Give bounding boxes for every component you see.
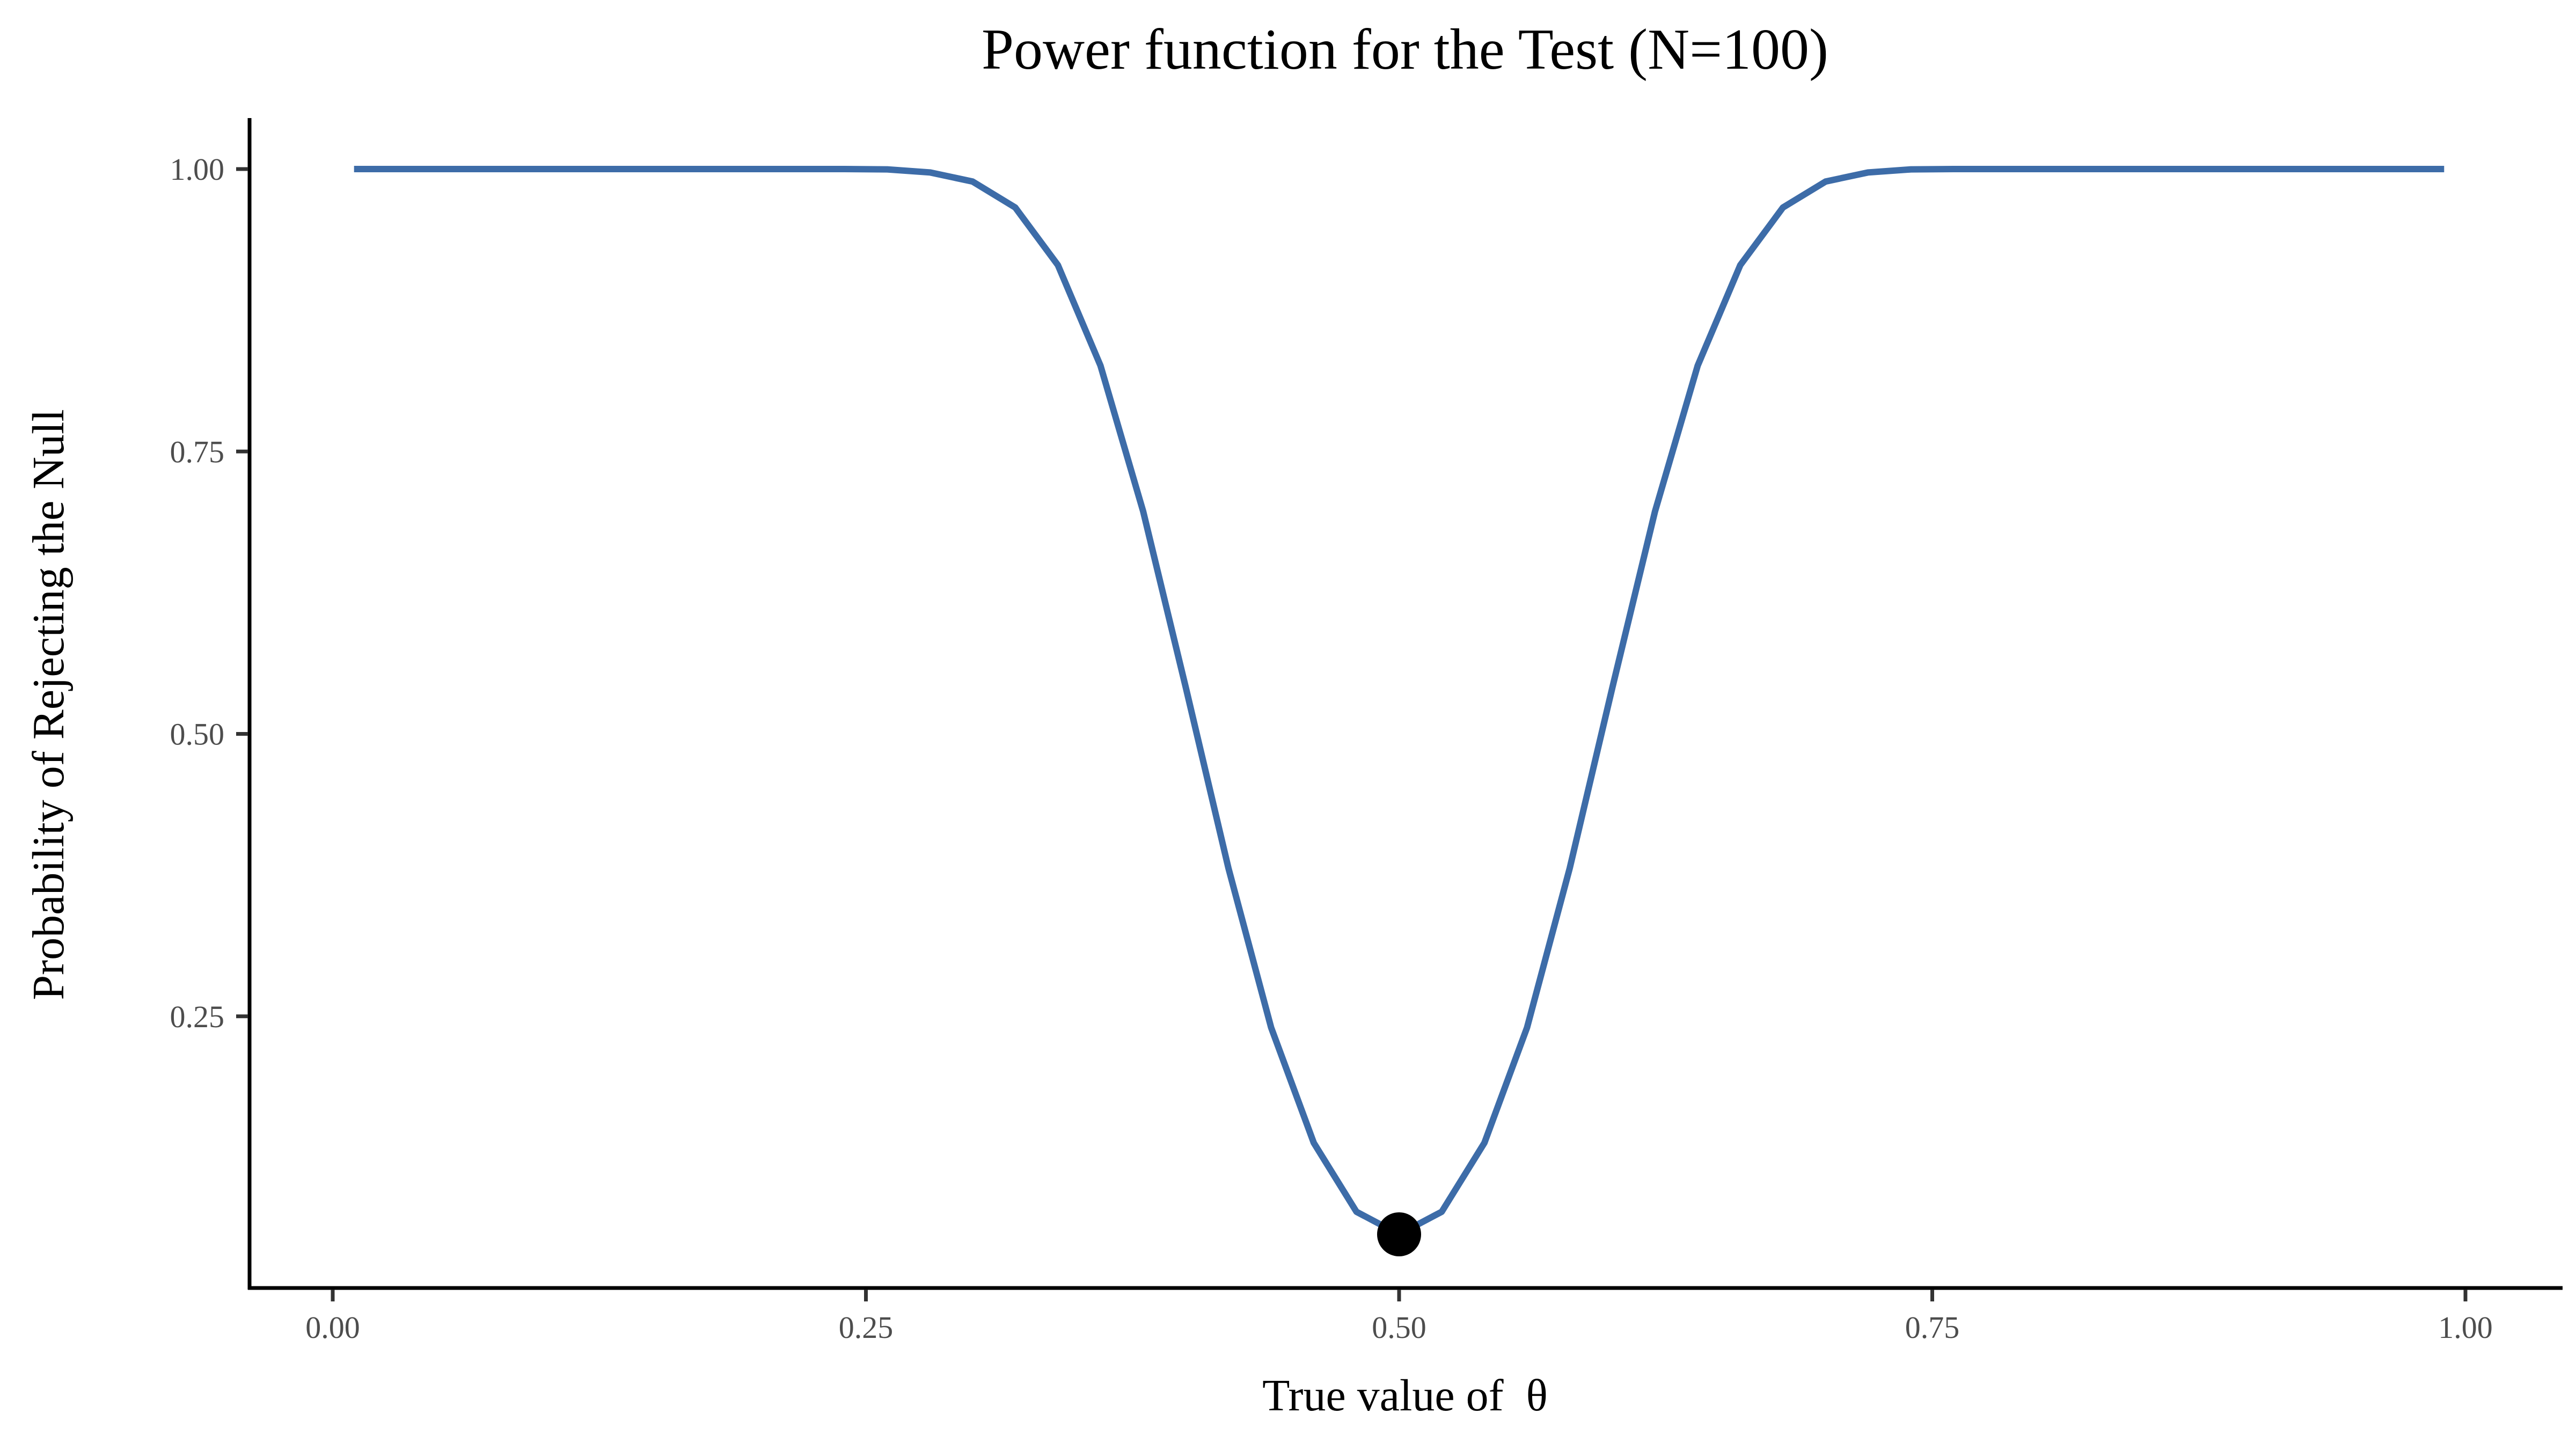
- x-tick-label: 0.75: [1905, 1310, 1960, 1345]
- y-axis-title: Probability of Rejecting the Null: [24, 409, 74, 1000]
- y-tick-label: 0.75: [170, 434, 225, 469]
- y-tick-label: 0.50: [170, 717, 225, 752]
- x-tick-label: 1.00: [2438, 1310, 2493, 1345]
- x-axis-title: True value of θ: [1262, 1371, 1548, 1421]
- null-value-point: [1377, 1212, 1421, 1257]
- y-tick-label: 0.25: [170, 999, 225, 1034]
- x-tick-label: 0.25: [839, 1310, 894, 1345]
- x-tick-label: 0.50: [1372, 1310, 1426, 1345]
- x-tick-label: 0.00: [305, 1310, 360, 1345]
- y-tick-label: 1.00: [170, 152, 225, 187]
- power-curve: [354, 166, 2445, 1238]
- chart-title: Power function for the Test (N=100): [982, 18, 1828, 82]
